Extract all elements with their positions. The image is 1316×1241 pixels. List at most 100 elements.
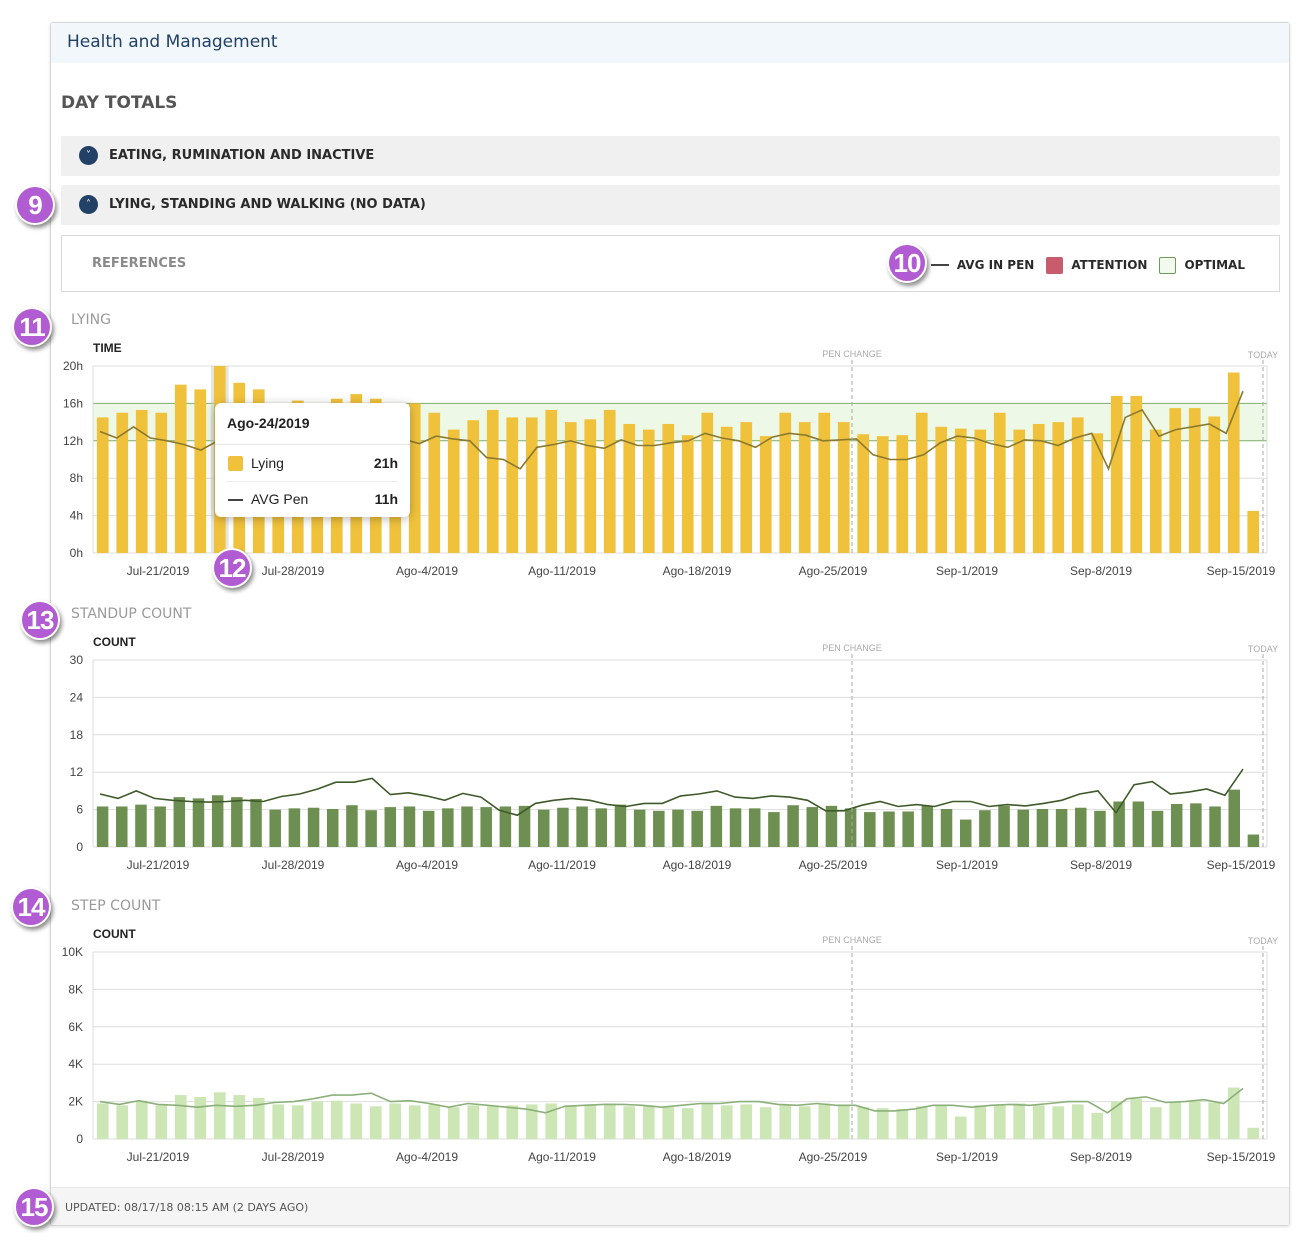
- y-tick-label: 0: [76, 840, 83, 854]
- chart-bar: [682, 435, 694, 553]
- avg-in-pen-line: [100, 769, 1243, 815]
- updated-timestamp: UPDATED: 08/17/18 08:15 AM (2 DAYS AGO): [65, 1201, 308, 1214]
- legend: AVG IN PEN ATTENTION OPTIMAL: [931, 256, 1245, 274]
- chart-bar: [623, 1106, 635, 1139]
- chart-bar: [643, 430, 655, 553]
- chart-bar: [721, 427, 733, 553]
- chart-bar: [672, 810, 684, 847]
- footer: UPDATED: 08/17/18 08:15 AM (2 DAYS AGO): [51, 1187, 1289, 1225]
- chart-bar: [1169, 1102, 1181, 1139]
- x-tick-label: Ago-4/2019: [396, 858, 458, 872]
- chart-bar: [941, 809, 953, 847]
- chart-bar: [212, 795, 224, 847]
- y-tick-label: 4h: [70, 509, 83, 523]
- chart-bar: [365, 810, 377, 847]
- chart-bar: [1075, 808, 1087, 847]
- avg-line-swatch: [931, 264, 949, 266]
- x-tick-label: Jul-21/2019: [127, 858, 190, 872]
- chart-bar: [643, 1105, 655, 1139]
- chart-bar: [385, 807, 397, 847]
- chart-bar: [1248, 835, 1260, 847]
- chart-bar: [787, 805, 799, 847]
- annotation-badge-12: 12: [212, 548, 252, 588]
- x-tick-label: Ago-25/2019: [799, 1150, 868, 1164]
- y-tick-label: 12: [70, 765, 84, 779]
- tooltip-row-lying: Lying 21h: [227, 454, 398, 474]
- chart-bar: [1094, 811, 1106, 847]
- chart-bar: [857, 1107, 869, 1139]
- today-label: TODAY: [1248, 644, 1278, 654]
- chart-bar: [1072, 1104, 1084, 1139]
- x-tick-label: Ago-11/2019: [528, 1150, 596, 1164]
- chart-bar: [994, 1104, 1006, 1139]
- chart-bar: [506, 417, 518, 553]
- chart-bar: [653, 811, 665, 847]
- chart-bar: [1209, 806, 1221, 847]
- chart-bar: [960, 820, 972, 847]
- y-tick-label: 6: [76, 803, 83, 817]
- chart-bar: [902, 811, 914, 847]
- chart-bar: [448, 1107, 460, 1139]
- chart-bar: [1037, 809, 1049, 847]
- chart-bar: [691, 811, 703, 847]
- references-label: REFERENCES: [92, 256, 186, 271]
- chart-bar: [331, 1101, 343, 1139]
- chart-tooltip: Ago-24/2019 Lying 21h AVG Pen 11h: [215, 403, 410, 517]
- chart-bar: [565, 1105, 577, 1139]
- chart-bar: [1052, 422, 1064, 553]
- legend-attention: ATTENTION: [1071, 258, 1147, 272]
- chart-bar: [749, 808, 761, 847]
- chart-bar: [428, 413, 440, 553]
- accordion-eating-rumination[interactable]: ˅ EATING, RUMINATION AND INACTIVE: [61, 136, 1280, 176]
- y-tick-label: 6K: [68, 1020, 83, 1034]
- x-tick-label: Ago-25/2019: [799, 858, 868, 872]
- chart-bar: [838, 422, 850, 553]
- chevron-up-icon[interactable]: ˄: [79, 195, 98, 214]
- y-tick-label: 8h: [70, 471, 83, 485]
- chart-bar: [423, 811, 435, 847]
- chart-bar: [1228, 373, 1240, 553]
- chart-bar: [461, 806, 473, 847]
- optimal-swatch: [1159, 257, 1176, 274]
- legend-optimal: OPTIMAL: [1184, 258, 1245, 272]
- accordion-label: LYING, STANDING AND WALKING (NO DATA): [109, 197, 426, 212]
- chart-bar: [955, 429, 967, 553]
- chart-bar: [916, 413, 928, 553]
- y-tick-label: 30: [70, 653, 84, 667]
- chart-bar: [1091, 1113, 1103, 1139]
- chart-bar: [327, 809, 339, 847]
- chart-bar: [711, 806, 723, 847]
- y-axis-title: COUNT: [93, 927, 136, 941]
- chart-bar: [998, 806, 1010, 847]
- standup-count-chart[interactable]: COUNT 0 6 12 18 24 30 PEN CHANGE TODAY Jul-21/201…: [50, 632, 1280, 877]
- chart-bar: [1052, 1106, 1064, 1139]
- chart-bar: [214, 1092, 226, 1139]
- chart-bar: [896, 435, 908, 553]
- legend-avg-in-pen: AVG IN PEN: [957, 258, 1035, 272]
- chart-bar: [487, 1106, 499, 1139]
- chart-bar: [370, 1106, 382, 1139]
- x-tick-label: Ago-11/2019: [528, 564, 596, 578]
- x-tick-label: Sep-8/2019: [1070, 564, 1132, 578]
- chart-bar: [350, 1103, 362, 1139]
- y-tick-label: 0: [76, 1132, 83, 1146]
- annotation-badge-9: 9: [15, 185, 55, 225]
- chevron-down-icon[interactable]: ˅: [79, 146, 98, 165]
- x-tick-label: Ago-18/2019: [663, 1150, 732, 1164]
- x-tick-label: Jul-28/2019: [262, 858, 325, 872]
- x-tick-label: Sep-8/2019: [1070, 858, 1132, 872]
- chart-bar: [1130, 1099, 1142, 1139]
- chart-bar: [1017, 810, 1029, 847]
- today-label: TODAY: [1248, 350, 1278, 360]
- chart-bar: [97, 1103, 109, 1139]
- chart-bar: [1150, 430, 1162, 553]
- chart-bar: [480, 807, 492, 847]
- x-tick-label: Sep-15/2019: [1207, 1150, 1276, 1164]
- avg-line-swatch: [228, 499, 243, 501]
- tooltip-date: Ago-24/2019: [227, 415, 309, 431]
- chart-bar: [922, 806, 934, 847]
- chart-bar: [194, 1097, 206, 1139]
- step-count-chart[interactable]: COUNT 0 2K 4K 6K 8K 10K PEN CHANGE TODAY Jul-21/2…: [50, 924, 1280, 1169]
- accordion-lying-standing[interactable]: ˄ LYING, STANDING AND WALKING (NO DATA): [61, 185, 1280, 225]
- chart-bar: [877, 1108, 889, 1139]
